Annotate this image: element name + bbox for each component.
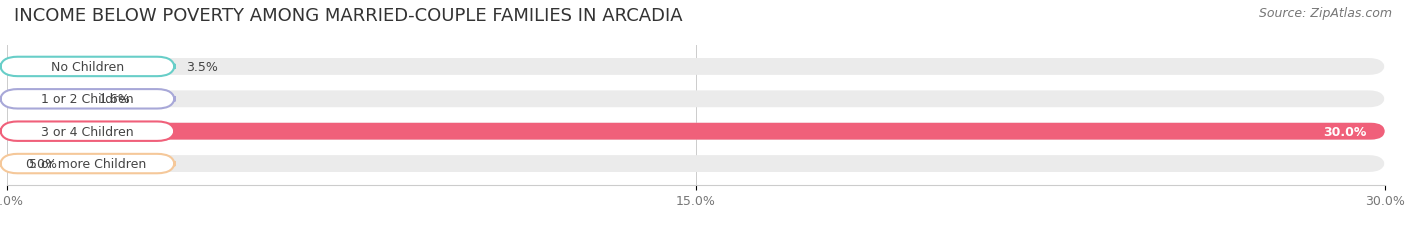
Text: 3.5%: 3.5% [186,61,218,74]
Text: 1 or 2 Children: 1 or 2 Children [41,93,134,106]
Text: 30.0%: 30.0% [1323,125,1367,138]
Text: 5 or more Children: 5 or more Children [28,157,146,170]
FancyBboxPatch shape [7,59,167,76]
Text: 3 or 4 Children: 3 or 4 Children [41,125,134,138]
FancyBboxPatch shape [7,155,1385,172]
Text: No Children: No Children [51,61,124,74]
Text: 1.6%: 1.6% [98,93,131,106]
FancyBboxPatch shape [7,91,80,108]
Text: INCOME BELOW POVERTY AMONG MARRIED-COUPLE FAMILIES IN ARCADIA: INCOME BELOW POVERTY AMONG MARRIED-COUPL… [14,7,683,25]
Text: 0.0%: 0.0% [25,157,58,170]
Text: Source: ZipAtlas.com: Source: ZipAtlas.com [1258,7,1392,20]
FancyBboxPatch shape [7,123,1385,140]
FancyBboxPatch shape [0,154,174,173]
FancyBboxPatch shape [7,91,1385,108]
FancyBboxPatch shape [0,58,174,77]
FancyBboxPatch shape [0,90,174,109]
FancyBboxPatch shape [7,123,1385,140]
FancyBboxPatch shape [7,59,1385,76]
FancyBboxPatch shape [0,122,174,141]
